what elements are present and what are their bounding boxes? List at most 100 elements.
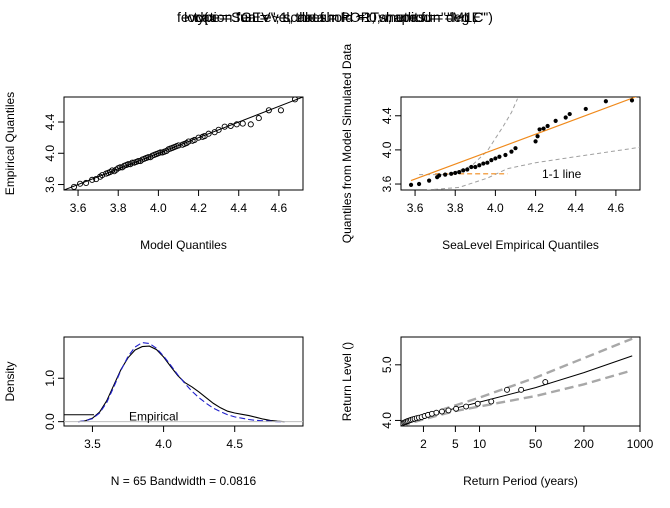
data-point <box>513 146 518 151</box>
plot-frame <box>63 96 304 191</box>
data-point <box>157 149 164 156</box>
data-point <box>215 126 222 133</box>
data-point <box>99 172 106 179</box>
data-point <box>542 379 549 386</box>
x-tick-label: 4.0 <box>150 201 167 215</box>
data-point <box>553 118 558 123</box>
data-point <box>433 409 440 416</box>
title-line-1: fevd(x = SeaLevel, data = PORTw, units =… <box>177 9 493 25</box>
model-density-curve <box>78 342 285 423</box>
data-point <box>457 169 462 175</box>
legend-label-empirical: Empirical <box>129 410 178 424</box>
data-point <box>461 168 466 173</box>
y-tick-label: 3.6 <box>380 175 394 192</box>
x-tick-label: 3.5 <box>84 437 101 451</box>
data-point <box>277 107 284 114</box>
data-point <box>205 130 212 137</box>
data-point <box>233 121 240 128</box>
data-point <box>195 134 202 141</box>
y-tick-label: 1.0 <box>43 370 57 387</box>
x-tick-label: 4.6 <box>608 201 625 215</box>
data-point <box>563 115 568 120</box>
title-line-3: location.fun = ~1, threshold = 0, method… <box>184 9 486 25</box>
data-point <box>509 149 514 154</box>
x-tick-label: 10 <box>473 437 487 451</box>
data-point <box>185 138 192 145</box>
regression-line <box>410 97 638 182</box>
x-tick-label: 3.8 <box>447 201 464 215</box>
data-point <box>129 159 136 166</box>
data-point <box>503 152 508 158</box>
data-point <box>443 172 448 177</box>
data-point <box>291 97 299 103</box>
data-point <box>493 156 498 161</box>
data-point <box>545 123 550 129</box>
x-tick-label: 1000 <box>627 437 654 451</box>
data-point <box>465 167 470 172</box>
return-level-plot-panel: 2 5 10 50 200 1000 4.0 5.0 Return Period (years)… <box>340 336 654 488</box>
data-point <box>518 386 525 393</box>
data-point <box>408 182 414 187</box>
x-tick-label: 5 <box>452 437 459 451</box>
x-tick-label: 2 <box>420 437 427 451</box>
x-tick-label: 4.0 <box>487 201 504 215</box>
empirical-density-curve <box>78 345 285 423</box>
data-point <box>473 164 478 170</box>
data-point <box>481 161 486 166</box>
data-point <box>135 158 142 165</box>
y-axis-label: Quantiles from Model Simulated Data <box>340 43 354 243</box>
x-tick-label: 4.2 <box>527 201 544 215</box>
data-point <box>583 106 588 112</box>
y-axis-label: Density <box>3 361 17 401</box>
data-point <box>247 121 254 128</box>
data-point <box>541 126 546 131</box>
y-tick-label: 0.0 <box>43 413 57 430</box>
y-axis-label: Empirical Quantiles <box>3 92 17 195</box>
data-point <box>537 127 542 132</box>
y-tick-label: 4.4 <box>380 107 394 124</box>
data-point <box>497 154 502 159</box>
data-point <box>77 180 84 187</box>
x-tick-label: 4.0 <box>155 437 172 451</box>
x-tick-label: 4.4 <box>567 201 584 215</box>
y-tick-label: 5.0 <box>380 356 394 373</box>
plot-frame <box>400 336 641 427</box>
x-tick-label: 4.4 <box>230 201 247 215</box>
data-point <box>477 163 482 168</box>
data-point <box>175 142 182 149</box>
data-point <box>463 403 470 410</box>
data-point <box>221 123 228 130</box>
one-to-one-line-label: 1-1 line <box>542 167 582 181</box>
x-tick-label: 4.2 <box>190 201 207 215</box>
x-tick-label: 3.8 <box>110 201 127 215</box>
data-point <box>438 408 445 415</box>
confidence-band-upper <box>419 98 518 176</box>
data-point <box>227 122 234 129</box>
title-line-2: type = "GEV", scale.fun = ~1, shape.fun … <box>194 9 477 25</box>
plot-area <box>64 97 303 190</box>
data-point <box>504 386 510 393</box>
density-plot-panel: 3.5 4.0 4.5 0.0 1.0 N = 65 Bandwidth = 0.0816… <box>3 336 304 488</box>
x-tick-label: 4.5 <box>226 437 243 451</box>
y-tick-label: 4.0 <box>380 412 394 429</box>
data-point <box>145 154 152 161</box>
plot-area <box>401 337 633 426</box>
data-point <box>89 176 96 183</box>
data-point <box>474 400 481 407</box>
y-tick-label: 4.0 <box>43 145 57 162</box>
x-tick-label: 200 <box>574 437 594 451</box>
data-point <box>445 407 452 414</box>
x-axis-label: SeaLevel Empirical Quantiles <box>442 238 599 252</box>
data-point <box>83 179 90 187</box>
data-point <box>603 99 608 104</box>
y-tick-label: 4.0 <box>380 141 394 158</box>
ci-lower-line <box>401 369 633 426</box>
plot-area <box>64 342 303 423</box>
data-point <box>437 173 442 178</box>
x-tick-label: 3.6 <box>407 201 424 215</box>
data-point <box>453 170 458 176</box>
x-tick-label: 4.6 <box>271 201 288 215</box>
y-axis-label: Return Level () <box>340 342 354 421</box>
plot-frame <box>400 96 641 191</box>
plot-area <box>408 97 640 190</box>
